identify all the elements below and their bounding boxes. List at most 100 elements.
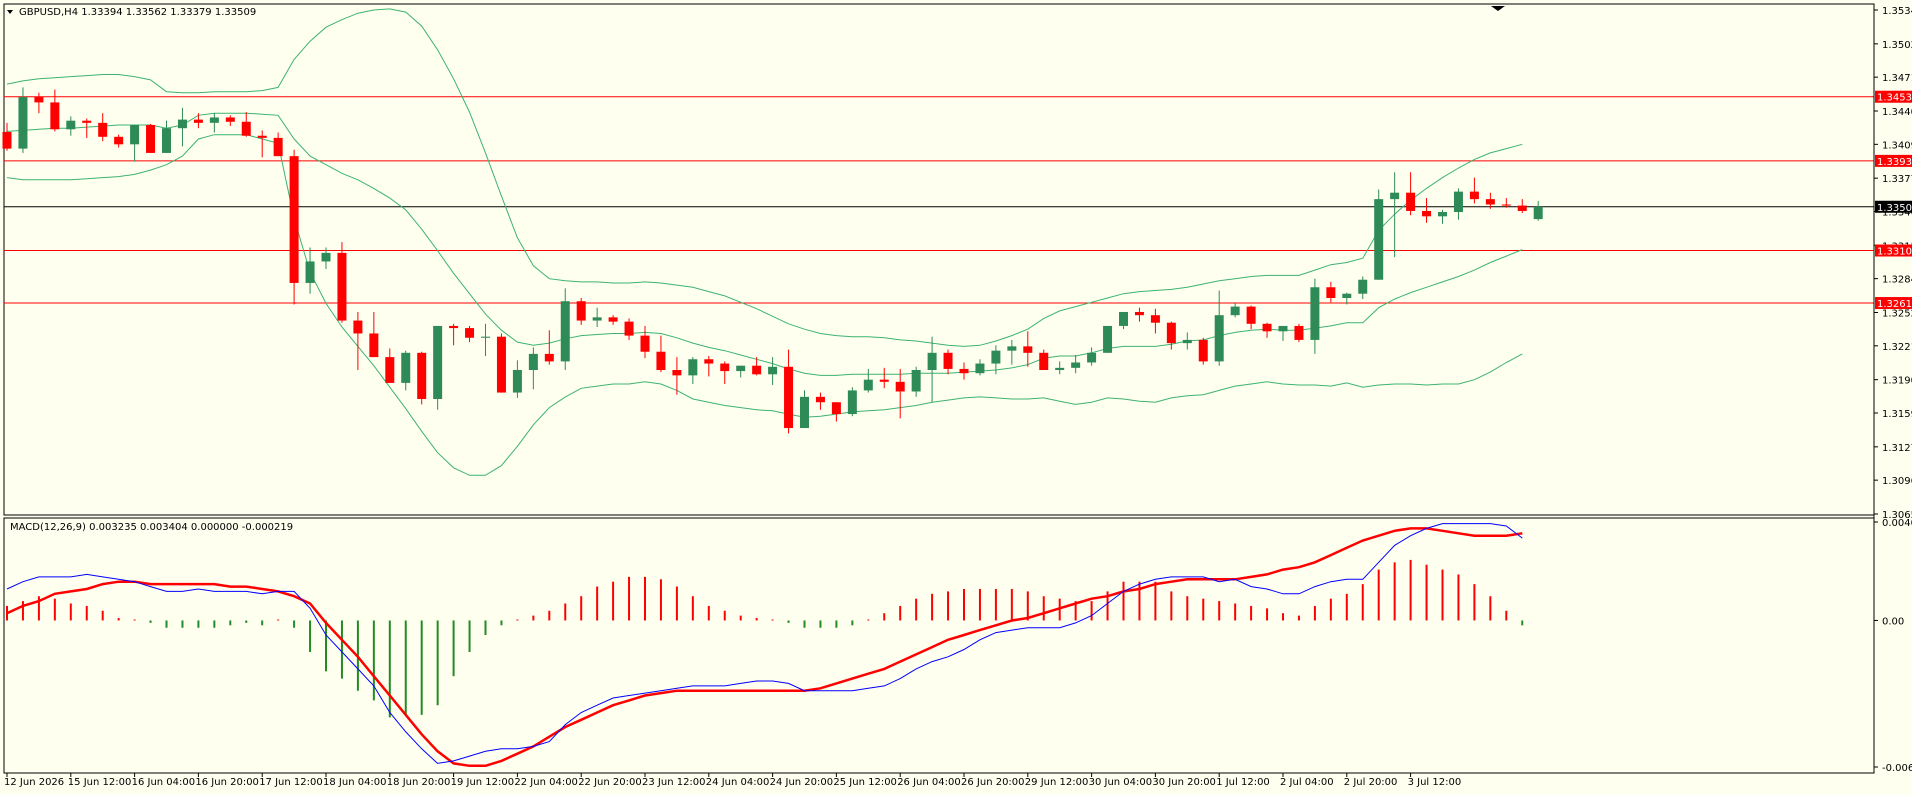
- bearish-candle: [608, 315, 618, 325]
- bullish-candle: [1087, 347, 1097, 366]
- bearish-candle: [720, 361, 730, 384]
- bearish-candle: [1262, 322, 1272, 338]
- price-tick-label: 1.33775: [1882, 174, 1912, 185]
- bearish-candle: [1039, 349, 1049, 370]
- bearish-candle: [289, 149, 299, 305]
- bullish-candle: [1533, 201, 1543, 221]
- bullish-candle: [66, 116, 76, 136]
- candle-body: [1278, 325, 1288, 332]
- candlestick-series: [2, 87, 1543, 434]
- candle-body: [2, 131, 12, 149]
- bearish-candle: [114, 134, 124, 148]
- candle-body: [656, 351, 666, 370]
- bollinger-upper-line: [6, 8, 1523, 347]
- macd-lines: [6, 523, 1523, 768]
- bearish-candle: [752, 357, 762, 376]
- candle-body: [273, 137, 283, 157]
- candle-body: [385, 357, 395, 383]
- time-tick-label: 26 Jun 04:00: [897, 777, 961, 788]
- price-level-label: 1.33936: [1877, 157, 1912, 168]
- candle-body: [752, 365, 762, 375]
- macd-main-line: [6, 523, 1523, 764]
- candle-body: [847, 390, 857, 415]
- candle-body: [1485, 199, 1495, 205]
- time-tick-label: 26 Jun 20:00: [961, 777, 1025, 788]
- time-axis[interactable]: 12 Jun 2026 15 Jun 12:00 16 Jun 04:00 16 Ju…: [4, 772, 1874, 788]
- candle-body: [688, 359, 698, 376]
- bullish-candle: [1453, 188, 1463, 220]
- bullish-candle: [1342, 292, 1352, 305]
- time-tick-label: 30 Jun 20:00: [1152, 777, 1216, 788]
- candle-body: [481, 336, 490, 338]
- candle-body: [321, 252, 331, 262]
- bullish-candle: [512, 360, 522, 398]
- candle-body: [1390, 192, 1400, 200]
- time-tick-label: 12 Jun 2026: [4, 777, 64, 788]
- bearish-candle: [656, 335, 666, 373]
- candle-body: [114, 136, 124, 145]
- bullish-candle: [1230, 302, 1240, 318]
- time-tick-label: 2 Jul 04:00: [1280, 777, 1334, 788]
- bearish-candle: [704, 356, 714, 377]
- macd-window-frame: [3, 517, 1875, 774]
- time-tick-label: 23 Jun 12:00: [642, 777, 706, 788]
- price-window-frame: [3, 3, 1875, 516]
- price-axis[interactable]: 1.35340 1.35025 1.34715 1.34400 1.34090 1.337…: [1873, 4, 1912, 773]
- bearish-candle: [1198, 337, 1208, 365]
- candle-body: [82, 120, 92, 123]
- candle-body: [1071, 362, 1081, 368]
- bearish-candle: [815, 392, 825, 410]
- candle-body: [177, 119, 187, 129]
- bearish-candle: [82, 118, 92, 138]
- price-tick-label: 1.35025: [1882, 40, 1912, 51]
- bollinger-lower-line: [6, 134, 1523, 476]
- bearish-candle: [337, 242, 347, 323]
- candle-body: [624, 321, 634, 336]
- candle-body: [736, 365, 746, 372]
- price-level-label: 1.34533: [1877, 93, 1912, 104]
- price-level-tag: [1875, 90, 1912, 103]
- candle-body: [496, 336, 506, 393]
- macd-axis[interactable]: 0.004065 0.00 -0.00605: [1874, 518, 1912, 774]
- bullish-candle: [911, 366, 921, 397]
- dropdown-triangle-icon[interactable]: [7, 10, 13, 14]
- bullish-candle: [688, 357, 698, 384]
- price-tick-label: 1.33465: [1882, 207, 1912, 218]
- candle-body: [1533, 206, 1543, 220]
- macd-window[interactable]: MACD(12,26,9) 0.003235 0.003404 0.000000…: [3, 517, 1875, 774]
- chart-shift-marker-icon[interactable]: [1491, 6, 1505, 11]
- candle-body: [800, 396, 809, 429]
- bullish-candle: [800, 390, 809, 429]
- bearish-candle: [1485, 192, 1495, 209]
- price-tick-label: 1.34090: [1882, 140, 1912, 151]
- bullish-candle: [433, 325, 443, 410]
- candle-body: [1310, 287, 1320, 340]
- bearish-candle: [1150, 308, 1160, 334]
- price-window[interactable]: GBPUSD,H4 1.33394 1.33562 1.33379 1.3350…: [2, 3, 1875, 516]
- macd-tick-label: 0.004065: [1882, 518, 1912, 529]
- price-level-tag: [1875, 297, 1912, 310]
- candle-body: [1055, 367, 1065, 370]
- bullish-candle: [209, 113, 219, 133]
- macd-info: MACD(12,26,9) 0.003235 0.003404 0.000000…: [10, 522, 293, 533]
- candle-body: [879, 379, 889, 382]
- bearish-candle: [465, 325, 475, 343]
- candle-body: [1039, 352, 1049, 370]
- candle-body: [401, 352, 411, 383]
- bearish-candle: [959, 362, 969, 380]
- candle-body: [1501, 204, 1511, 206]
- candle-body: [640, 335, 650, 352]
- price-tick-label: 1.34715: [1882, 73, 1912, 84]
- bullish-candle: [401, 350, 411, 391]
- bearish-candle: [943, 349, 953, 375]
- candle-body: [289, 156, 299, 283]
- candle-body: [1230, 306, 1240, 316]
- time-tick-label: 1 Jul 12:00: [1216, 777, 1270, 788]
- bullish-candle: [768, 357, 778, 386]
- bullish-candle: [736, 365, 746, 378]
- price-tick-label: 1.35340: [1882, 6, 1912, 17]
- price-level-label: 1.33102: [1877, 247, 1912, 258]
- bullish-candle: [1278, 325, 1288, 341]
- candle-body: [1438, 212, 1447, 217]
